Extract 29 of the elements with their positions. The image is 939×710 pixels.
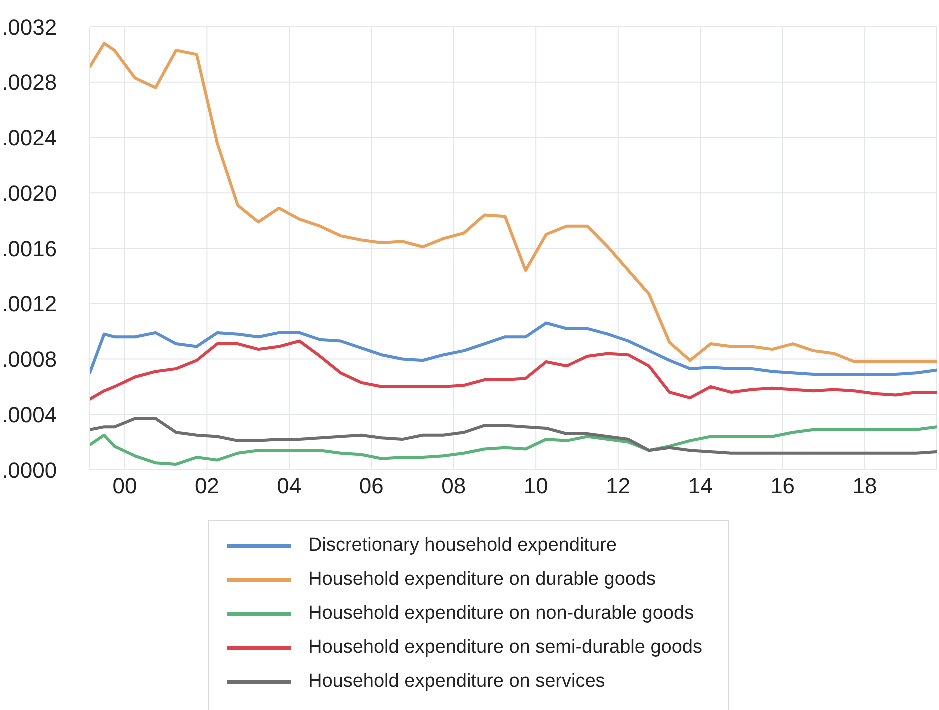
line-series (90, 42, 937, 364)
y-tick-label: .0020 (2, 180, 58, 206)
x-tick-label: 00 (112, 474, 138, 499)
legend-label: Household expenditure on non-durable goods (308, 603, 694, 625)
legend-label: Household expenditure on services (308, 671, 606, 693)
legend-label: Household expenditure on semi-durable goods (308, 637, 702, 659)
x-tick-label: 08 (442, 474, 466, 499)
x-tick-label: 10 (524, 474, 548, 499)
y-tick-label: .0012 (2, 292, 58, 317)
x-tick-label: 18 (852, 474, 878, 499)
x-tick-label: 12 (606, 474, 631, 499)
y-tick-label: .0028 (2, 70, 58, 96)
line-series (90, 340, 937, 401)
y-tick-label: .0032 (2, 14, 58, 40)
x-tick-label: 16 (770, 474, 796, 499)
legend-label: Household expenditure on durable goods (308, 569, 656, 591)
x-tick-label: 02 (194, 474, 220, 499)
x-tick-label: 04 (277, 474, 302, 499)
y-tick-label: .0016 (2, 236, 58, 262)
y-tick-label: .0024 (2, 126, 58, 151)
line-series (90, 322, 937, 376)
y-tick-label: .0000 (2, 458, 58, 483)
line-series (90, 426, 937, 466)
x-tick-label: 14 (688, 474, 713, 499)
line-series (90, 417, 937, 455)
y-tick-label: .0004 (2, 402, 58, 428)
x-tick-label: 06 (359, 474, 384, 499)
legend-label: Discretionary household expenditure (308, 535, 617, 557)
y-tick-label: .0008 (2, 347, 58, 372)
